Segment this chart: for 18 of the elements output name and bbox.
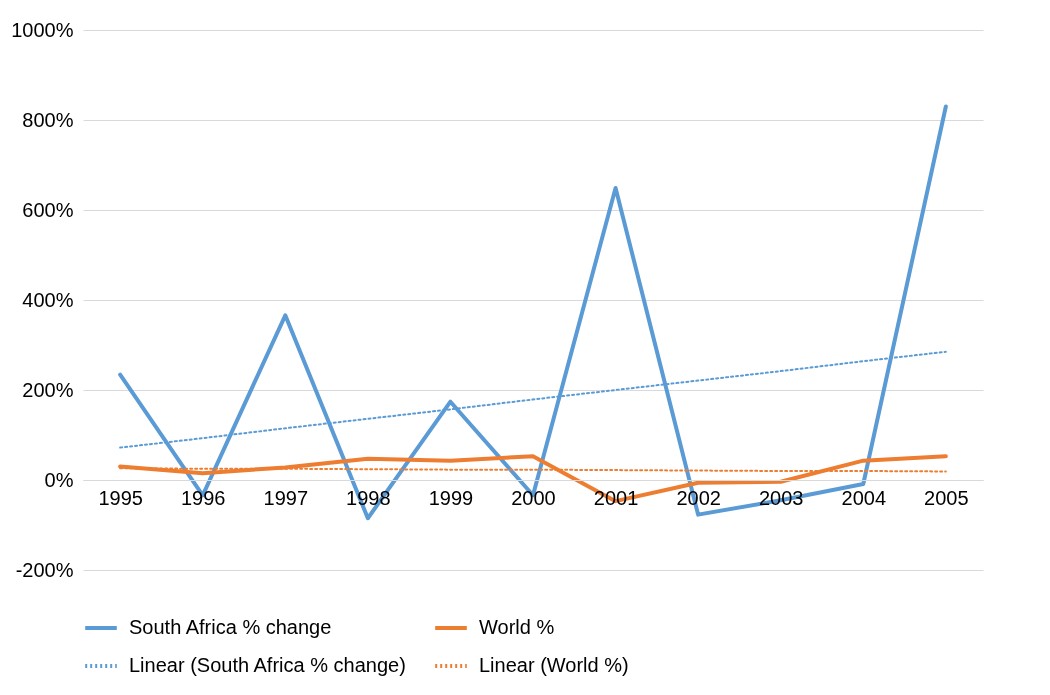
- legend-label: Linear (World %): [479, 654, 629, 676]
- y-tick-label: 600%: [22, 198, 74, 221]
- y-tick-label: 1000%: [11, 18, 74, 41]
- x-tick-label: 2000: [511, 486, 556, 509]
- x-tick-label: 1996: [180, 486, 226, 509]
- y-tick-label: 0%: [44, 468, 74, 491]
- y-tick-label: 800%: [22, 108, 74, 131]
- x-tick-label: 1997: [263, 486, 309, 509]
- x-tick-label: 2005: [924, 486, 969, 509]
- x-tick-label: 1995: [98, 486, 143, 509]
- x-tick-label: 1999: [428, 486, 474, 509]
- y-tick-label: 200%: [22, 378, 74, 401]
- legend-label: World %: [479, 616, 555, 638]
- y-tick-label: -200%: [15, 558, 74, 581]
- x-tick-label: 2004: [841, 486, 887, 509]
- legend-label: Linear (South Africa % change): [129, 654, 406, 676]
- y-tick-label: 400%: [22, 288, 74, 311]
- legend-label: South Africa % change: [129, 616, 332, 638]
